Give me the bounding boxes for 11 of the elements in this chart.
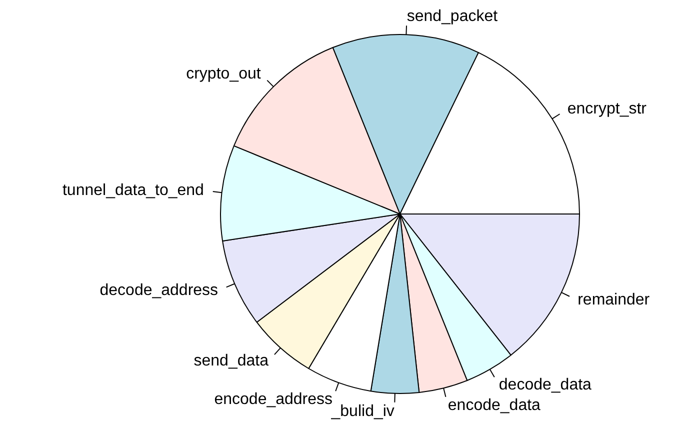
slice-label: _bulid_iv [330,402,394,420]
slice-label: encrypt_str [567,100,648,118]
slice-label: decode_data [498,376,592,394]
slice-label: remainder [578,292,650,309]
slice-label: tunnel_data_to_end [62,182,204,199]
slice-label: decode_address [100,282,218,300]
slice-label: encode_address [214,390,333,408]
slice-label: send_data [194,352,269,370]
slice-label: encode_data [448,396,541,414]
slice-label: send_packet [406,8,498,26]
slice-label: crypto_out [186,65,262,82]
